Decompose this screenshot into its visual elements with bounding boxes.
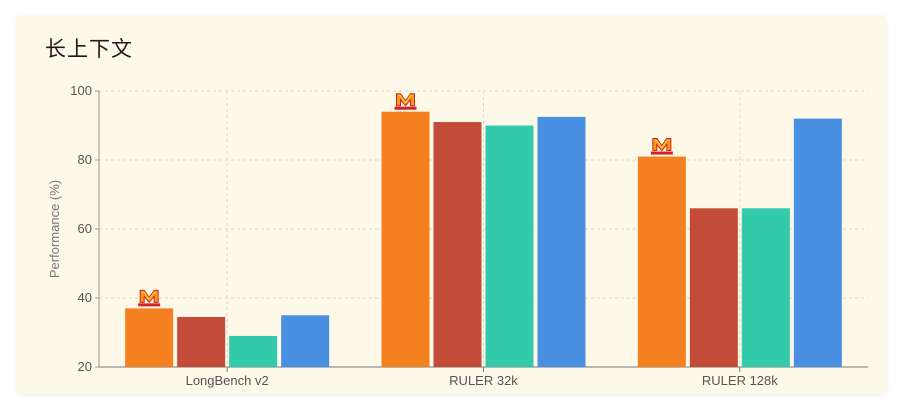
x-tick-label: RULER 32k [449, 373, 518, 388]
bar [537, 116, 586, 367]
y-tick-label: 80 [78, 152, 92, 167]
y-tick-label: 100 [70, 83, 92, 98]
bar [637, 156, 686, 367]
y-tick-label: 40 [78, 290, 92, 305]
m-logo-icon [650, 138, 673, 155]
bar [689, 208, 738, 367]
bar [433, 122, 482, 367]
bar [485, 125, 534, 367]
bar [125, 308, 174, 367]
bar [281, 315, 330, 367]
y-axis-title: Performance (%) [47, 180, 62, 278]
bar [177, 316, 226, 367]
m-logo-icon [138, 289, 161, 307]
bar [793, 118, 842, 367]
y-tick-label: 60 [78, 221, 92, 236]
x-tick-label: RULER 128k [702, 373, 778, 388]
bar [381, 111, 430, 367]
chart-title: 长上下文 [45, 37, 133, 61]
y-tick-label: 20 [78, 359, 92, 374]
bar [741, 208, 790, 367]
x-tick-label: LongBench v2 [186, 373, 269, 388]
m-logo-icon [394, 93, 417, 110]
bar [229, 335, 278, 367]
